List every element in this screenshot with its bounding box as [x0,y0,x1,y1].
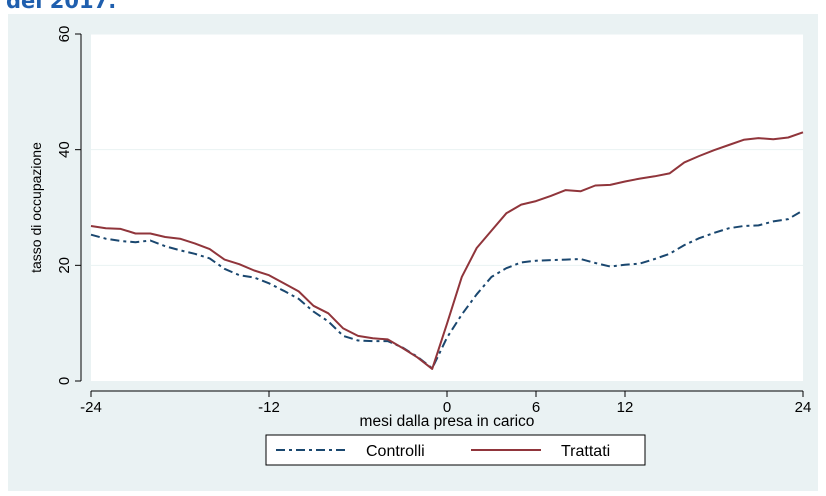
chart-svg: 0 20 40 60 -24 -12 0 6 12 24 mesi dalla presa in… [8,14,818,491]
series-line-trattati [90,131,804,370]
legend: Controlli Trattati [265,434,646,466]
x-tick-label: 0 [443,399,451,416]
y-tick-label: 60 [56,26,73,43]
y-tick-label: 20 [56,257,73,274]
x-tick-label: 24 [795,399,812,416]
plot-area [91,34,803,381]
x-tick-label: 12 [617,399,634,416]
legend-label-controlli: Controlli [366,443,425,460]
series-line-controlli [90,209,804,370]
x-axis-ticks: -24 -12 0 6 12 24 [80,391,811,416]
x-tick-label: -12 [258,399,280,416]
y-tick-label: 40 [56,141,73,158]
gridlines [91,33,803,266]
y-tick-label: 0 [56,377,73,385]
legend-label-trattati: Trattati [561,443,610,460]
page-heading: del 2017. [6,0,117,13]
x-tick-label: -24 [80,399,102,416]
y-axis-ticks: 0 20 40 60 [56,26,81,385]
x-axis-label: mesi dalla presa in carico [360,413,535,430]
y-axis-label: tasso di occupazione [28,142,44,273]
employment-rate-chart: 0 20 40 60 -24 -12 0 6 12 24 mesi dalla presa in… [8,14,818,491]
series-layer [90,131,804,370]
x-tick-label: 6 [532,399,540,416]
